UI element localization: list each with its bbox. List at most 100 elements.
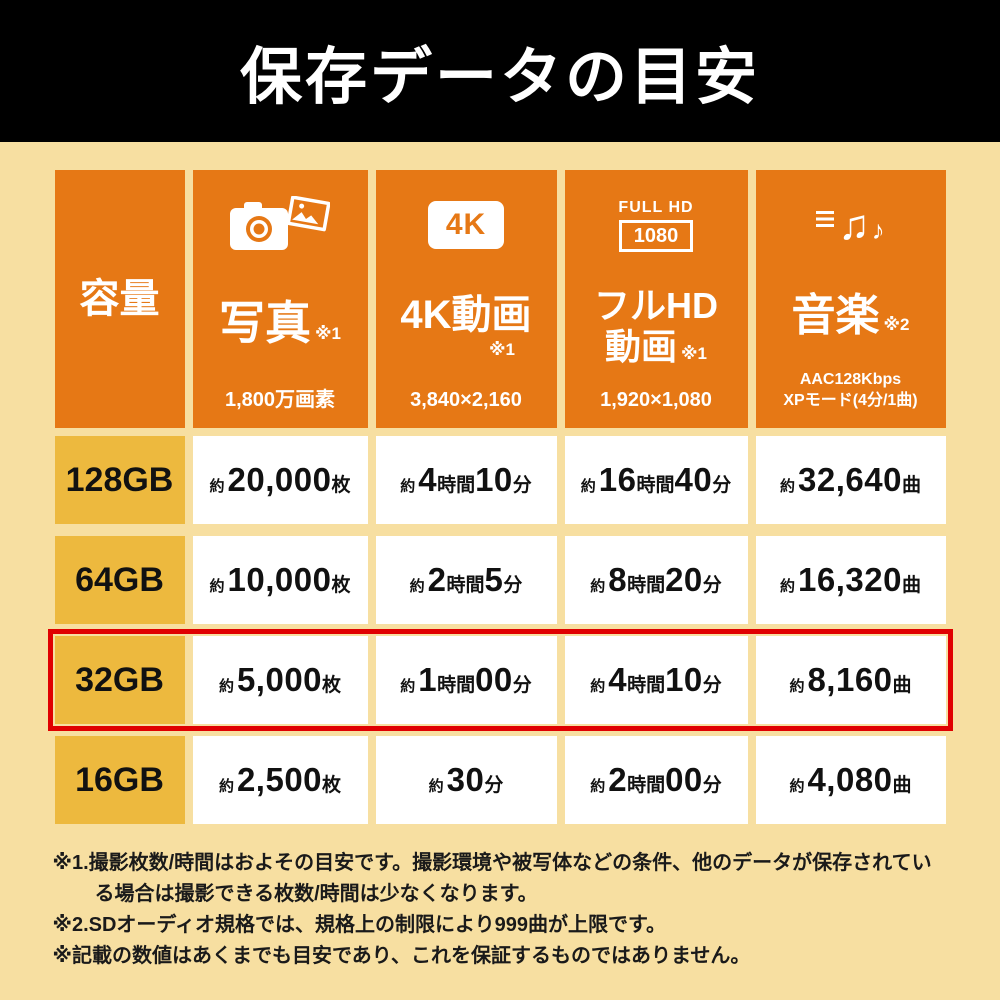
header-photo-label: 写真 [219, 297, 311, 350]
page-title: 保存データの目安 [239, 43, 760, 112]
footnote: ※1.撮影枚数/時間はおよその目安です。撮影環境や被写体などの条件、他のデータが… [52, 852, 932, 905]
value-segment: 約 [428, 778, 444, 795]
header-music-label-zone: 音楽 ※2 [792, 264, 910, 369]
value-segment: 分 [512, 675, 532, 696]
header-music-spec-line2: XPモード(4分/1曲) [783, 392, 918, 410]
table-header: 容量 [54, 170, 946, 428]
value-segment: 約 [780, 578, 796, 595]
fullhd-badge-icon: FULL HD 1080 [618, 186, 694, 264]
header-fullhd-label-zone: フルHD 動画 ※1 [594, 264, 718, 389]
value-segment: 枚 [331, 475, 351, 496]
table-row-highlighted: 32GB 約5,000枚 約1時間00分 約4時間10分 約8,160曲 [47, 629, 953, 731]
header-fullhd-video: FULL HD 1080 フルHD 動画 ※1 1,920×1,080 [564, 170, 748, 428]
value-segment: 時間 [446, 575, 485, 596]
value-segment: 16 [598, 461, 637, 498]
title-bar: 保存データの目安 [0, 0, 1000, 142]
header-4k-spec: 3,840×2,160 [410, 389, 522, 411]
camera-photos-icon [230, 186, 330, 264]
header-4k-label-zone: 4K動画 ※1 [400, 264, 531, 389]
value-segment: 約 [780, 478, 796, 495]
value-cell: 約16,320曲 [755, 536, 946, 624]
header-music-spec: AAC128Kbps XPモード(4分/1曲) [783, 369, 917, 412]
header-4k-video: 4K 4K動画 ※1 3,840×2,160 [375, 170, 557, 428]
value-segment: 分 [702, 675, 722, 696]
value-segment: 約 [590, 578, 606, 595]
table-body: 128GB 約20,000枚 約4時間10分 約16時間40分 約32,640曲 64GB… [47, 436, 953, 824]
header-music: ♫ ♪ 音楽 ※2 AAC128Kbps XPモード(4分/1曲) [755, 170, 946, 428]
value-segment: 8 [608, 561, 628, 598]
header-fullhd-spec: 1,920×1,080 [600, 389, 712, 411]
value-cell: 約5,000枚 [192, 636, 368, 724]
value-segment: 枚 [322, 775, 342, 796]
value-segment: 2,500 [236, 761, 323, 798]
capacity-cell: 32GB [54, 636, 185, 724]
value-cell: 約8時間20分 [564, 536, 748, 624]
value-cell: 約20,000枚 [192, 436, 368, 524]
value-cell: 約16時間40分 [564, 436, 748, 524]
value-segment: 時間 [636, 475, 675, 496]
value-segment: 1 [418, 661, 438, 698]
value-segment: 約 [400, 678, 416, 695]
value-segment: 4 [418, 461, 438, 498]
value-cell: 約1時間00分 [375, 636, 557, 724]
value-segment: 8,160 [807, 661, 893, 698]
table-row: 16GB 約2,500枚 約30分 約2時間00分 約4,080曲 [54, 736, 946, 824]
header-music-spec-line1: AAC128Kbps [799, 370, 902, 388]
beamed-note-glyph: ♫ [838, 201, 870, 248]
value-segment: 約 [789, 778, 805, 795]
value-segment: 10 [475, 461, 513, 498]
value-cell: 約2,500枚 [192, 736, 368, 824]
value-segment: 時間 [627, 775, 666, 796]
value-cell: 約30分 [375, 736, 557, 824]
header-photo-label-zone: 写真 ※1 [219, 264, 341, 383]
value-segment: 時間 [627, 675, 666, 696]
value-segment: 曲 [901, 575, 921, 596]
value-segment: 16,320 [798, 561, 902, 598]
value-segment: 約 [789, 678, 805, 695]
music-note-ref: ※2 [883, 315, 910, 335]
value-cell: 約2時間00分 [564, 736, 748, 824]
value-segment: 20 [665, 561, 703, 598]
header-4k-label: 4K動画 [400, 293, 532, 337]
value-segment: 分 [712, 475, 732, 496]
photo-note-ref: ※1 [315, 324, 341, 344]
header-fullhd-label-line1: フルHD [594, 285, 718, 327]
value-segment: 5 [484, 561, 504, 598]
value-segment: 約 [409, 578, 425, 595]
capacity-cell: 16GB [54, 736, 185, 824]
value-segment: 4,080 [807, 761, 893, 798]
value-segment: 曲 [892, 675, 912, 696]
value-segment: 00 [475, 661, 513, 698]
value-segment: 分 [503, 575, 523, 596]
music-notes-icon: ♫ ♪ [816, 186, 885, 264]
value-segment: 2 [427, 561, 447, 598]
value-segment: 00 [665, 761, 703, 798]
storage-table: 容量 [47, 170, 953, 824]
value-cell: 約4時間10分 [564, 636, 748, 724]
footnote: ※2.SDオーディオ規格では、規格上の制限により999曲が上限です。 [52, 914, 666, 936]
value-cell: 約2時間5分 [375, 536, 557, 624]
capacity-cell: 128GB [54, 436, 185, 524]
value-segment: 時間 [437, 475, 476, 496]
value-segment: 分 [512, 475, 532, 496]
header-capacity: 容量 [54, 170, 185, 428]
table-row: 64GB 約10,000枚 約2時間5分 約8時間20分 約16,320曲 [54, 536, 946, 624]
value-segment: 時間 [627, 575, 666, 596]
header-photo: 写真 ※1 1,800万画素 [192, 170, 368, 428]
value-segment: 2 [608, 761, 628, 798]
value-segment: 曲 [892, 775, 912, 796]
music-bars-glyph [816, 211, 835, 227]
value-cell: 約8,160曲 [755, 636, 946, 724]
value-segment: 10 [665, 661, 703, 698]
value-segment: 約 [400, 478, 416, 495]
header-capacity-label: 容量 [79, 277, 160, 321]
4k-badge-icon: 4K [428, 186, 504, 264]
value-segment: 約 [590, 778, 606, 795]
header-fullhd-label-line2: 動画 [605, 325, 678, 367]
fullhd-note-ref: ※1 [681, 343, 707, 363]
value-segment: 約 [218, 778, 234, 795]
value-segment: 分 [702, 775, 722, 796]
fullhd-badge-box-text: 1080 [618, 219, 694, 252]
value-segment: 曲 [901, 475, 921, 496]
